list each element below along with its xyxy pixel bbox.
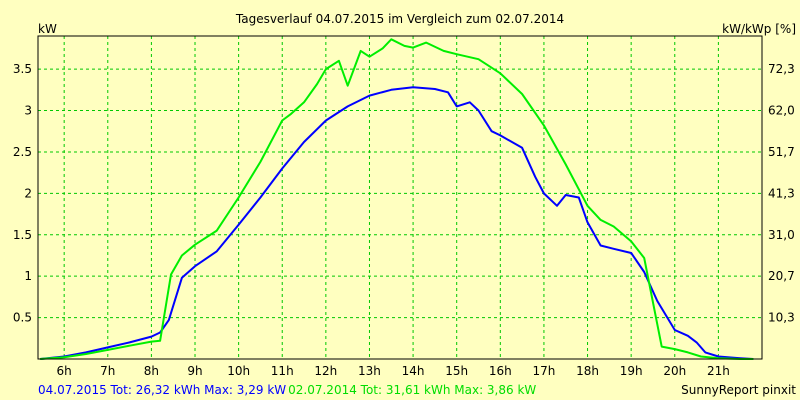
x-tick-labels: 6h 7h 8h 9h 10h 11h 12h 13h 14h 15h 16h 17h 18h 19h 20… (57, 364, 730, 378)
y-tick-label-right: 31,0 (768, 228, 795, 242)
x-tick-label: 19h (620, 364, 643, 378)
legend-entry-2015: 04.07.2015 Tot: 26,32 kWh Max: 3,29 kW (38, 383, 286, 397)
y-tick-label-left: 3 (24, 104, 32, 118)
x-tick-label: 15h (445, 364, 468, 378)
y-tick-label-left: 2.5 (13, 145, 32, 159)
y-tick-label-right: 51,7 (768, 145, 795, 159)
y-tick-label-right: 41,3 (768, 186, 795, 200)
x-tick-label: 6h (57, 364, 72, 378)
legend-entry-2014: 02.07.2014 Tot: 31,61 kWh Max: 3,86 kW (288, 383, 536, 397)
x-tick-label: 16h (489, 364, 512, 378)
chart-title: Tagesverlauf 04.07.2015 im Vergleich zum… (235, 12, 564, 26)
y-axis-left-label: kW (38, 22, 57, 36)
y-tick-label-right: 20,7 (768, 269, 795, 283)
y-tick-label-left: 2 (24, 186, 32, 200)
axes (37, 35, 763, 360)
y-tick-label-right: 10,3 (768, 311, 795, 325)
y-tick-label-right: 62,0 (768, 104, 795, 118)
series-lines (40, 38, 754, 360)
x-tick-label: 14h (402, 364, 425, 378)
y-tick-label-left: 0.5 (13, 311, 32, 325)
x-tick-label: 12h (314, 364, 337, 378)
x-tick-label: 20h (663, 364, 686, 378)
plot-frame (37, 35, 763, 360)
y-tick-label-left: 3.5 (13, 62, 32, 76)
y-tick-labels-left: 0.5 1 1.5 2 2.5 3 3.5 (13, 62, 32, 324)
y-tick-label-left: 1.5 (13, 228, 32, 242)
series-line-1 (40, 38, 754, 360)
y-tick-label-left: 1 (24, 269, 32, 283)
x-tick-label: 18h (576, 364, 599, 378)
x-tick-label: 10h (227, 364, 250, 378)
x-tick-label: 7h (100, 364, 115, 378)
y-tick-label-right: 72,3 (768, 62, 795, 76)
y-axis-right-label: kW/kWp [%] (722, 22, 796, 36)
grid (38, 36, 762, 359)
footer-credit: SunnyReport pinxit (681, 383, 796, 397)
legend: 04.07.2015 Tot: 26,32 kWh Max: 3,29 kW 02… (38, 383, 536, 397)
y-tick-labels-right: 10,3 20,7 31,0 41,3 51,7 62,0 72,3 (768, 62, 795, 324)
x-tick-label: 9h (187, 364, 202, 378)
x-tick-label: 13h (358, 364, 381, 378)
x-tick-label: 17h (532, 364, 555, 378)
x-tick-label: 8h (144, 364, 159, 378)
x-tick-label: 21h (707, 364, 730, 378)
x-tick-label: 11h (271, 364, 294, 378)
